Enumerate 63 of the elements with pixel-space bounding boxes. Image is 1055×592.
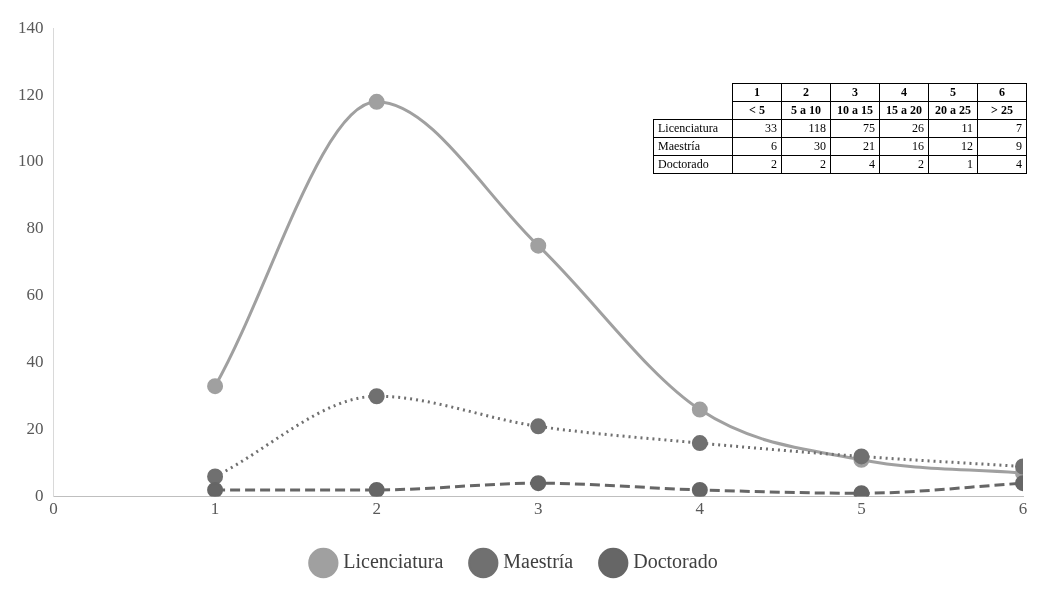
data-label: 11: [928, 119, 978, 138]
y-tick-label: Maestría: [653, 137, 733, 156]
point: [368, 481, 385, 497]
data-label: 30: [781, 137, 831, 156]
y-tick-label: 100: [18, 151, 44, 171]
x-tick-label: 5: [857, 499, 866, 519]
data-label: 7: [977, 119, 1027, 138]
data-label: 9: [977, 137, 1027, 156]
point: [691, 401, 708, 418]
point: [207, 378, 224, 395]
y-tick-label: 60: [26, 285, 44, 305]
annotation: 1: [732, 83, 782, 102]
annotation: 4: [879, 83, 929, 102]
point: [207, 468, 224, 485]
data-label: 118: [781, 119, 831, 138]
legend-label: Doctorado: [633, 550, 718, 573]
legend-label: Maestría: [503, 550, 574, 573]
y-tick-label: Licenciatura: [653, 119, 733, 138]
data-label: 2: [732, 155, 782, 174]
point: [368, 388, 385, 405]
y-tick-label: 40: [26, 352, 44, 372]
point: [691, 481, 708, 497]
x-tick-label: 4: [695, 499, 705, 519]
x-tick-label: 0: [49, 499, 58, 519]
x-tick-label: > 25: [977, 101, 1027, 120]
x-tick-label: 1: [210, 499, 220, 519]
annotation: 2: [781, 83, 831, 102]
point: [530, 418, 547, 435]
x-tick-label: 3: [534, 499, 543, 519]
data-label: 6: [732, 137, 782, 156]
point: [530, 475, 547, 492]
y-tick-label: 0: [35, 486, 44, 506]
x-tick-label: 15 a 20: [879, 101, 929, 120]
point: [207, 481, 224, 497]
data-label: 75: [830, 119, 880, 138]
x-tick-label: 20 a 25: [928, 101, 978, 120]
data-label: 12: [928, 137, 978, 156]
y-tick-label: 120: [18, 84, 44, 104]
data-label: 2: [781, 155, 831, 174]
y-tick-label: 140: [18, 17, 44, 37]
x-tick-label: 10 a 15: [830, 101, 880, 120]
data-label: 4: [977, 155, 1027, 174]
data-label: 21: [830, 137, 880, 156]
data-label: 26: [879, 119, 929, 138]
x-tick-label: 5 a 10: [781, 101, 831, 120]
x-tick-label: 6: [1018, 499, 1028, 519]
data-label: 33: [732, 119, 782, 138]
point: [691, 435, 708, 452]
point: [368, 93, 385, 110]
y-tick-label: Doctorado: [653, 155, 733, 174]
x-tick-label: 2: [372, 499, 381, 519]
x-tick-label: < 5: [732, 101, 782, 120]
data-label: 4: [830, 155, 880, 174]
data-label: 1: [928, 155, 978, 174]
annotation: 6: [977, 83, 1027, 102]
point: [530, 237, 547, 254]
legend-label: Licenciatura: [343, 550, 444, 573]
y-tick-label: 20: [26, 419, 44, 439]
data-label: 16: [879, 137, 929, 156]
annotation: 5: [928, 83, 978, 102]
y-tick-label: 80: [26, 218, 44, 238]
data-label: 2: [879, 155, 929, 174]
annotation: 3: [830, 83, 880, 102]
